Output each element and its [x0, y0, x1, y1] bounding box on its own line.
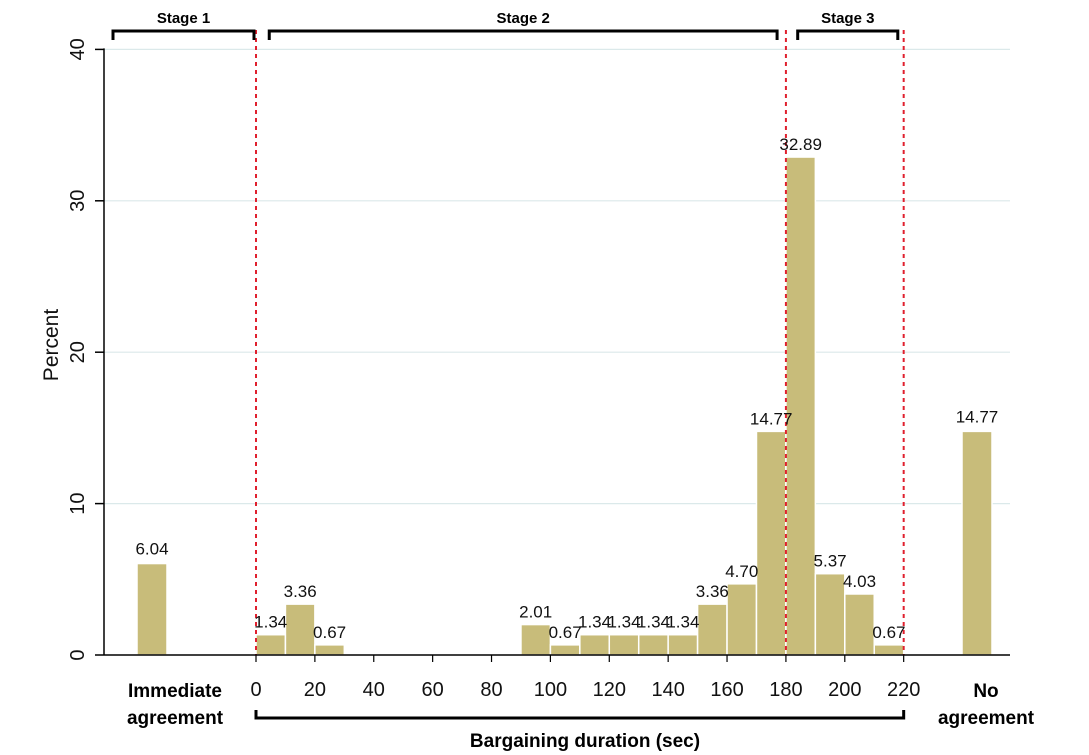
- data-label: 3.36: [696, 582, 729, 601]
- data-label: 1.34: [578, 613, 611, 632]
- y-tick-label: 30: [67, 190, 89, 212]
- data-label: 32.89: [779, 135, 822, 154]
- data-label: 6.04: [135, 540, 168, 559]
- grid-lines: [104, 48, 1010, 505]
- data-label: 4.70: [725, 562, 758, 581]
- x-tick-label: 80: [480, 679, 502, 701]
- data-label: 1.34: [254, 613, 287, 632]
- stage-boundaries: [255, 30, 905, 655]
- bar: [785, 156, 817, 656]
- data-label: 14.77: [956, 407, 999, 426]
- stage-bracket: [796, 29, 900, 40]
- x-tick-label: 180: [769, 679, 802, 701]
- y-tick-label: 20: [67, 341, 89, 363]
- data-label: 0.67: [872, 623, 905, 642]
- bar: [755, 430, 787, 656]
- x-axis-title: Bargaining duration (sec): [470, 731, 700, 752]
- bar: [284, 603, 316, 656]
- category-label: Immediate: [128, 681, 222, 702]
- data-label: 2.01: [519, 603, 552, 622]
- data-label: 4.03: [843, 572, 876, 591]
- stage-label: Stage 1: [157, 10, 210, 27]
- y-tick-label: 10: [67, 492, 89, 514]
- data-label: 5.37: [814, 552, 847, 571]
- bar: [579, 633, 611, 656]
- bar: [255, 633, 287, 656]
- category-label: agreement: [938, 708, 1035, 729]
- bar: [608, 633, 640, 656]
- bar: [844, 593, 875, 656]
- data-label: 1.34: [666, 613, 699, 632]
- labels: 1.343.360.672.010.671.341.341.341.343.36…: [127, 10, 1035, 729]
- bar: [549, 644, 581, 656]
- duration-bracket: [254, 710, 906, 720]
- category-label: agreement: [127, 708, 224, 729]
- data-label: 3.36: [284, 582, 317, 601]
- x-tick-label: 100: [534, 679, 567, 701]
- bar: [726, 583, 758, 656]
- x-tick-label: 220: [887, 679, 920, 701]
- x-tick-label: 200: [828, 679, 861, 701]
- bar: [814, 572, 846, 656]
- stage-bracket: [267, 29, 779, 40]
- stage-bracket: [111, 29, 256, 40]
- x-tick-label: 160: [710, 679, 743, 701]
- x-tick-label: 0: [250, 679, 261, 701]
- data-label: 0.67: [549, 623, 582, 642]
- x-tick-label: 40: [363, 679, 385, 701]
- bar: [136, 562, 168, 656]
- bar: [873, 644, 905, 656]
- y-tick-label: 0: [67, 649, 89, 660]
- bar: [667, 633, 699, 656]
- stage-label: Stage 3: [821, 10, 874, 27]
- y-axis-title: Percent: [40, 309, 63, 382]
- x-tick-label: 20: [304, 679, 326, 701]
- data-label: 1.34: [637, 613, 670, 632]
- bar: [520, 623, 552, 656]
- x-tick-label: 60: [422, 679, 444, 701]
- category-label: No: [973, 681, 998, 702]
- bar: [696, 603, 728, 656]
- bar: [961, 430, 993, 656]
- data-label: 14.77: [750, 409, 793, 428]
- x-tick-label: 140: [651, 679, 684, 701]
- x-tick-label: 120: [593, 679, 626, 701]
- bars: [136, 156, 993, 656]
- y-tick-label: 40: [67, 38, 89, 60]
- bar: [314, 644, 346, 656]
- bar: [637, 633, 669, 656]
- stage-label: Stage 2: [496, 10, 549, 27]
- data-label: 0.67: [313, 623, 346, 642]
- axes: 0 10 20 30 40 0 20 40 60 80 100 120 140 160 180 200 220: [67, 29, 1010, 720]
- data-label: 1.34: [607, 613, 640, 632]
